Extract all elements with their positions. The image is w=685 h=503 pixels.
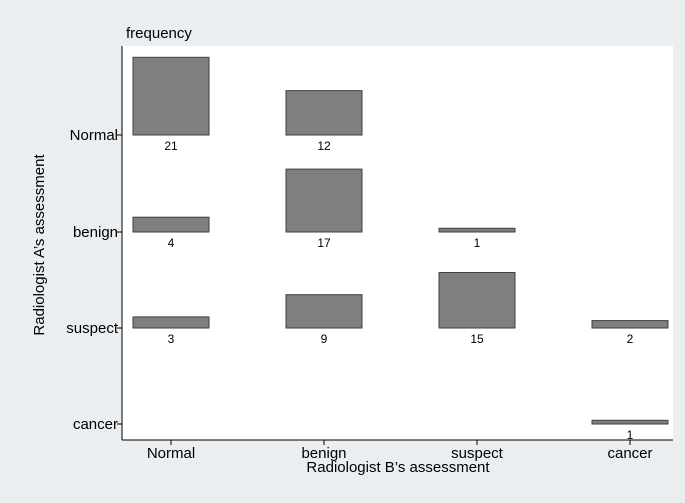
value-labels: 21 124 17 13 9 15 21	[164, 139, 633, 442]
bar-value-label: 21	[164, 139, 178, 153]
bar	[438, 272, 516, 329]
bar	[285, 168, 363, 233]
bars	[132, 56, 669, 425]
bar-value-label: 1	[474, 236, 481, 250]
bar	[285, 90, 363, 136]
bar-value-label: 17	[317, 236, 331, 250]
y-axis-ticks: Normal benign suspect cancer	[66, 127, 122, 433]
x-tick-label: Normal	[147, 445, 195, 462]
bar-value-label: 15	[470, 332, 484, 346]
y-axis-title: Radiologist A’s assessment	[31, 154, 48, 336]
bar-value-label: 2	[627, 332, 634, 346]
bar	[132, 56, 210, 136]
y-tick-label: benign	[73, 224, 118, 241]
bar	[132, 316, 210, 329]
gridlines	[122, 134, 673, 425]
bar	[591, 419, 669, 425]
bar	[591, 320, 669, 329]
x-tick-label: cancer	[607, 445, 652, 462]
y-tick-label: suspect	[66, 320, 119, 337]
x-axis-ticks: Normal benign suspect cancer	[147, 440, 653, 462]
x-axis-title: Radiologist B’s assessment	[306, 459, 490, 476]
x-tick-label: suspect	[451, 445, 504, 462]
bar-value-label: 1	[627, 428, 634, 442]
bar-value-label: 12	[317, 139, 331, 153]
bar-value-label: 4	[168, 236, 175, 250]
bar	[438, 227, 516, 233]
bar	[285, 294, 363, 329]
plot-area	[122, 46, 673, 440]
bar	[132, 216, 210, 233]
bar-value-label: 3	[168, 332, 175, 346]
x-tick-label: benign	[301, 445, 346, 462]
chart-subtitle: frequency	[126, 25, 192, 42]
y-tick-label: cancer	[73, 416, 118, 433]
y-tick-label: Normal	[70, 127, 118, 144]
bar-value-label: 9	[321, 332, 328, 346]
